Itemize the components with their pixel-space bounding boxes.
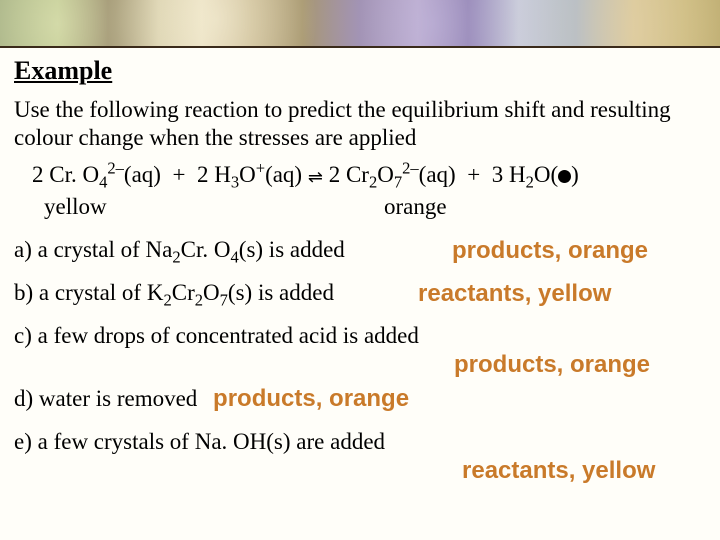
coef: 2 xyxy=(197,162,209,187)
state: (aq) xyxy=(124,162,161,187)
sub: 3 xyxy=(231,173,239,192)
txt: b) a crystal of K xyxy=(14,280,163,305)
item-c-text: c) a few drops of concentrated acid is a… xyxy=(14,323,419,348)
species-hydronium: H3O+(aq) xyxy=(214,162,308,187)
item-c-answer: products, orange xyxy=(454,350,650,380)
orange-label: orange xyxy=(384,194,447,220)
item-e: e) a few crystals of Na. OH(s) are added… xyxy=(14,428,706,486)
txt: Cr xyxy=(346,162,369,187)
item-d-text: d) water is removed xyxy=(14,386,197,411)
sub: 2 xyxy=(172,248,180,267)
coef: 2 xyxy=(32,162,44,187)
species-dichromate: Cr2O72–(aq) xyxy=(346,162,462,187)
txt: Cr xyxy=(172,280,195,305)
sub: 7 xyxy=(220,290,228,309)
txt: H xyxy=(509,162,526,187)
item-a: a) a crystal of Na2Cr. O4(s) is added pr… xyxy=(14,236,706,265)
item-d-answer: products, orange xyxy=(213,385,409,412)
txt: O xyxy=(239,162,256,187)
item-b-text: b) a crystal of K2Cr2O7(s) is added xyxy=(14,280,334,305)
state: (aq) xyxy=(419,162,456,187)
txt: a) a crystal of Na xyxy=(14,237,172,262)
item-e-text: e) a few crystals of Na. OH(s) are added xyxy=(14,429,385,454)
sub: 7 xyxy=(394,173,402,192)
txt: O xyxy=(203,280,220,305)
coef: 2 xyxy=(329,162,341,187)
sup: + xyxy=(256,158,265,177)
species-water: H2O() xyxy=(509,162,579,187)
color-labels-row: yellow orange xyxy=(14,194,706,222)
plus: + xyxy=(172,162,185,187)
coef: 3 xyxy=(492,162,504,187)
item-e-answer: reactants, yellow xyxy=(462,456,655,486)
item-c: c) a few drops of concentrated acid is a… xyxy=(14,322,706,380)
decorative-banner xyxy=(0,0,720,48)
species-chromate: Cr. O42–(aq) xyxy=(49,162,166,187)
sub: 2 xyxy=(195,290,203,309)
state: (aq) xyxy=(265,162,302,187)
slide-content: Example Use the following reaction to pr… xyxy=(0,48,720,486)
liquid-dot-icon xyxy=(558,170,571,183)
sub: 4 xyxy=(231,248,239,267)
txt: ) xyxy=(571,162,579,187)
item-a-answer: products, orange xyxy=(452,236,648,266)
sub: 2 xyxy=(526,173,534,192)
item-b: b) a crystal of K2Cr2O7(s) is added reac… xyxy=(14,279,706,308)
example-heading: Example xyxy=(14,56,706,86)
txt: Cr. O xyxy=(181,237,231,262)
equilibrium-arrow: ⇌ xyxy=(308,167,323,188)
txt: (s) is added xyxy=(239,237,345,262)
txt: O( xyxy=(534,162,558,187)
chemical-equation: 2 Cr. O42–(aq) + 2 H3O+(aq) ⇌ 2 Cr2O72–(… xyxy=(14,162,706,188)
txt: H xyxy=(214,162,231,187)
sup: 2– xyxy=(107,158,124,177)
yellow-label: yellow xyxy=(44,194,107,220)
txt: (s) is added xyxy=(228,280,334,305)
sub: 2 xyxy=(163,290,171,309)
intro-text: Use the following reaction to predict th… xyxy=(14,96,706,152)
item-a-text: a) a crystal of Na2Cr. O4(s) is added xyxy=(14,237,345,262)
sup: 2– xyxy=(402,158,419,177)
plus: + xyxy=(467,162,480,187)
txt: Cr. O xyxy=(49,162,99,187)
sub: 2 xyxy=(369,173,377,192)
item-b-answer: reactants, yellow xyxy=(418,279,611,309)
txt: O xyxy=(377,162,394,187)
item-d: d) water is removed products, orange xyxy=(14,384,706,414)
